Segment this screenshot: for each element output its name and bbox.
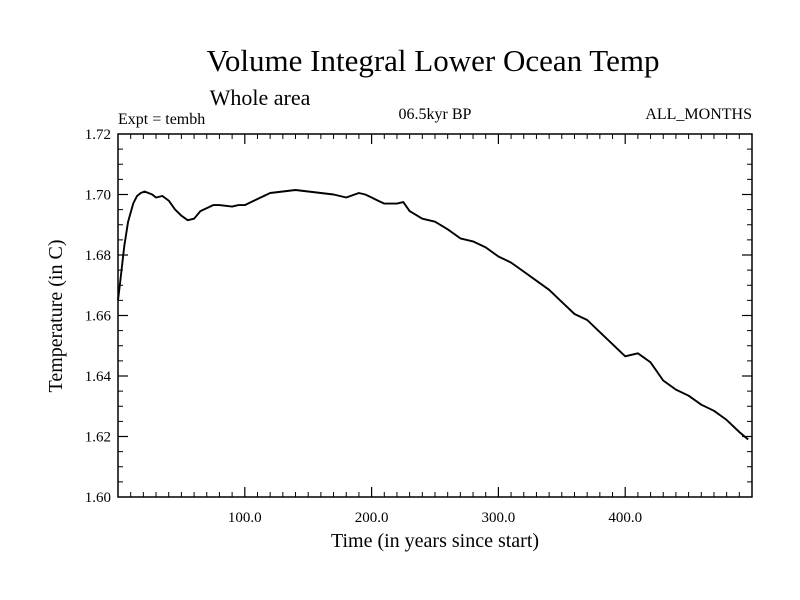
x-tick-label: 300.0	[482, 510, 516, 526]
plot-frame	[117, 133, 753, 498]
chart-title: Volume Integral Lower Ocean Temp	[207, 43, 660, 78]
expt-label: Expt = tembh	[118, 111, 205, 128]
y-tick-label: 1.68	[85, 248, 111, 264]
y-tick-label: 1.72	[85, 127, 111, 143]
y-tick-label: 1.64	[85, 369, 112, 385]
chart-subtitle: Whole area	[210, 85, 311, 110]
series-line	[117, 189, 749, 441]
y-tick-label: 1.66	[85, 309, 112, 325]
y-axis-label: Temperature (in C)	[45, 240, 67, 393]
x-axis-tick-labels: 100.0 200.0 300.0 400.0	[228, 510, 642, 526]
x-tick-label: 100.0	[228, 510, 262, 526]
y-axis-tick-labels: 1.60 1.62 1.64 1.66 1.68 1.70 1.72	[85, 127, 112, 506]
axis-ticks	[118, 134, 752, 497]
x-axis-label: Time (in years since start)	[331, 530, 539, 552]
months-label: ALL_MONTHS	[645, 106, 752, 123]
x-tick-label: 400.0	[608, 510, 642, 526]
period-label: 06.5kyr BP	[399, 106, 472, 123]
y-tick-label: 1.70	[85, 188, 111, 204]
y-tick-label: 1.60	[85, 490, 111, 506]
x-tick-label: 200.0	[355, 510, 389, 526]
y-tick-label: 1.62	[85, 430, 111, 446]
